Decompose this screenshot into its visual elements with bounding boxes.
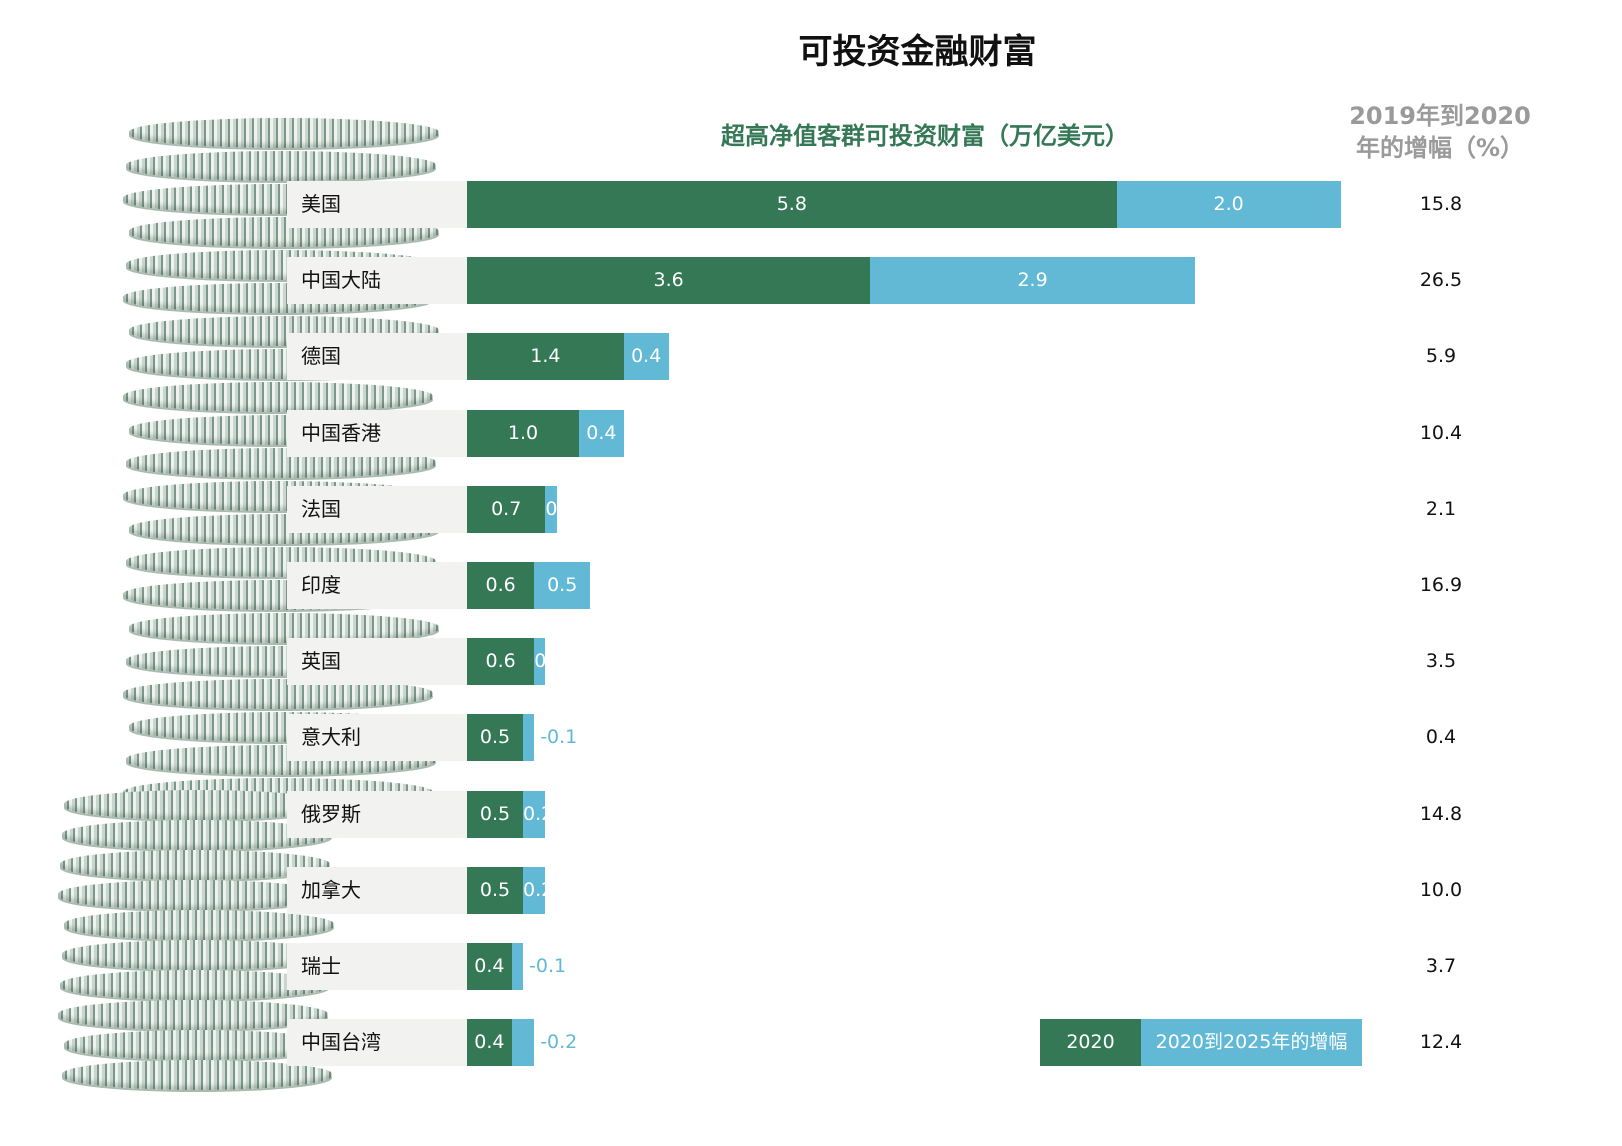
growth-pct-value: 3.7 [1425, 955, 1457, 977]
bar-growth: 0.4 [579, 409, 624, 457]
category-label: 法国 [287, 485, 467, 533]
bar-growth-label: -0.1 [529, 955, 567, 977]
growth-pct-value: 16.9 [1419, 574, 1463, 596]
bar-growth: 0.2 [523, 790, 553, 838]
bar-growth [523, 714, 535, 762]
category-label: 俄罗斯 [287, 790, 467, 838]
chart-subtitle: 超高净值客群可投资财富（万亿美元） [721, 122, 1129, 150]
chart-title: 可投资金融财富 [798, 32, 1037, 72]
bar-growth [511, 1019, 535, 1067]
bar-2020: 0.5 [467, 866, 523, 914]
coin [58, 880, 328, 910]
bar-2020: 1.0 [467, 409, 579, 457]
legend-2020: 2020 [1040, 1019, 1141, 1066]
growth-pct-value: 3.5 [1425, 650, 1457, 673]
growth-pct-value: 2.1 [1425, 497, 1457, 520]
bar-growth: 0.1 [534, 638, 564, 686]
bar-2020: 5.8 [467, 181, 1117, 228]
bar-growth-label: -0.1 [540, 726, 578, 749]
coin [60, 970, 330, 1000]
bar-growth: 2.9 [870, 257, 1195, 305]
coin [58, 1000, 328, 1030]
growth-pct-value: 15.8 [1419, 193, 1463, 215]
coin [129, 613, 439, 643]
coin [123, 382, 433, 412]
category-label: 印度 [287, 562, 467, 609]
coin [126, 151, 436, 181]
growth-pct-value: 10.4 [1419, 421, 1463, 444]
bar-growth: 0.2 [523, 866, 553, 914]
category-label: 中国大陆 [287, 257, 467, 305]
coin [129, 118, 439, 148]
growth-pct-value: 0.4 [1425, 726, 1457, 749]
bar-2020: 0.6 [467, 638, 535, 686]
growth-pct-value: 26.5 [1419, 269, 1463, 292]
bar-2020: 0.5 [467, 714, 523, 762]
bar-growth: 2.0 [1116, 181, 1341, 228]
bar-2020: 3.6 [467, 257, 871, 305]
coin [60, 850, 330, 880]
bar-2020: 0.5 [467, 790, 523, 838]
bar-2020: 1.4 [467, 333, 624, 381]
bar-2020: 0.4 [467, 943, 512, 990]
category-label: 加拿大 [287, 866, 467, 914]
bar-growth: 0.1 [545, 485, 576, 533]
category-label: 英国 [287, 638, 467, 686]
category-label: 德国 [287, 333, 467, 381]
legend-growth: 2020到2025年的增幅 [1141, 1019, 1362, 1066]
category-label: 意大利 [287, 714, 467, 762]
bar-2020: 0.7 [467, 485, 546, 533]
growth-column-header: 2019年到2020年的增幅（%） [1349, 102, 1531, 162]
coin [64, 910, 334, 940]
growth-pct-value: 12.4 [1419, 1031, 1463, 1054]
category-label: 中国台湾 [287, 1019, 467, 1067]
bar-2020: 0.4 [467, 1019, 512, 1067]
bar-growth [511, 943, 523, 990]
bar-2020: 0.6 [467, 562, 535, 609]
category-label: 瑞士 [287, 943, 467, 990]
bar-growth-label: -0.2 [540, 1031, 578, 1054]
category-label: 中国香港 [287, 409, 467, 457]
bar-growth: 0.5 [534, 562, 591, 609]
bar-growth: 0.4 [623, 333, 669, 381]
growth-pct-value: 14.8 [1419, 802, 1463, 825]
category-label: 美国 [287, 181, 467, 228]
growth-pct-value: 5.9 [1425, 345, 1457, 368]
growth-pct-value: 10.0 [1419, 878, 1463, 901]
